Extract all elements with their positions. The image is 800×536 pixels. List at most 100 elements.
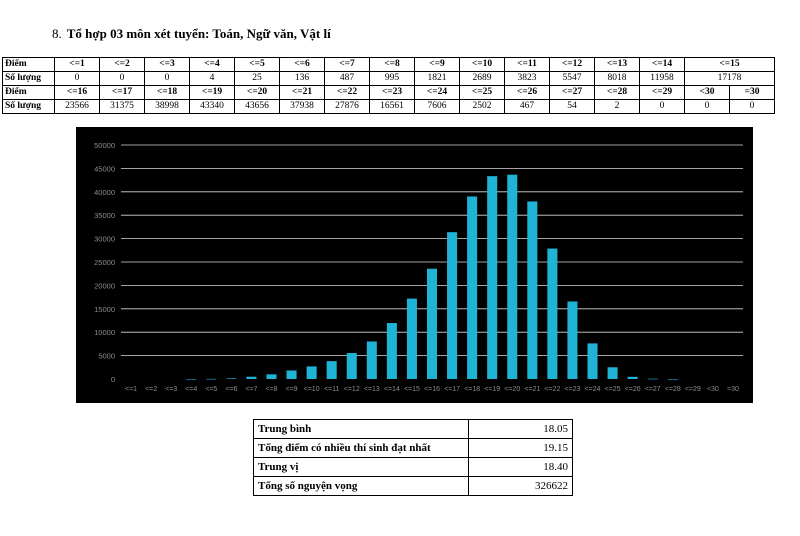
bar [426, 268, 438, 379]
score-bin-header: <=2 [99, 57, 145, 72]
y-tick-label: 45000 [94, 164, 115, 173]
bar [547, 248, 558, 379]
bar [567, 301, 578, 379]
y-tick-label: 50000 [94, 141, 115, 150]
score-bin-count: 2502 [459, 99, 505, 114]
score-header-row: Điểm <=16 <=17 <=18 <=19 <=20 <=21 <=22 <=23 <=24… [2, 85, 776, 100]
x-tick-label: <=9 [286, 386, 298, 393]
score-bin-count: 17178 [683, 71, 776, 86]
score-bin-count: 0 [639, 99, 685, 114]
score-distribution-table: Điểm <=1 <=2 <=3 <=4 <=5 <=6 <=7 <=8 <=9 <=10 <=11 <… [2, 57, 776, 114]
row-label: Số lượng [2, 99, 55, 114]
x-tick-label: <=26 [625, 386, 641, 393]
x-tick-label: <=20 [504, 386, 520, 393]
bar [607, 367, 618, 379]
score-bin-header: <=28 [594, 85, 640, 100]
bar [386, 323, 397, 379]
score-bin-count: 4 [189, 71, 235, 86]
x-tick-label: <=18 [464, 386, 480, 393]
score-bin-count: 27876 [324, 99, 370, 114]
score-bin-count: 0 [99, 71, 145, 86]
score-bin-count: 31375 [99, 99, 145, 114]
stat-label: Tổng số nguyện vọng [253, 476, 469, 496]
score-bin-header: <=18 [144, 85, 190, 100]
score-bin-count: 5547 [549, 71, 595, 86]
x-tick-label: <=13 [364, 386, 380, 393]
score-bin-count: 38998 [144, 99, 190, 114]
score-bin-header: <=27 [549, 85, 595, 100]
score-bin-header: <=26 [504, 85, 550, 100]
score-bin-header: <=1 [54, 57, 100, 72]
x-tick-label: <=8 [265, 386, 277, 393]
score-bin-count: 43340 [189, 99, 235, 114]
bar [226, 378, 237, 379]
bar [186, 378, 197, 380]
bar [206, 378, 217, 380]
y-tick-label: 25000 [94, 258, 115, 267]
score-bin-count: 25 [234, 71, 280, 86]
score-bin-header: <30 [684, 85, 730, 100]
stat-value: 18.05 [468, 419, 573, 439]
x-tick-label: <=23 [564, 386, 580, 393]
score-bin-header: <=10 [459, 57, 505, 72]
x-tick-label: <=10 [304, 386, 320, 393]
stats-row: Trung bình 18.05 [253, 419, 573, 439]
score-bin-header: <=12 [549, 57, 595, 72]
stat-value: 326622 [468, 476, 573, 496]
x-tick-label: <30 [707, 386, 719, 393]
score-bin-count: 136 [279, 71, 325, 86]
score-bin-header: <=14 [639, 57, 685, 72]
stats-row: Tổng số nguyện vọng 326622 [253, 476, 573, 496]
x-tick-label: <=16 [424, 386, 440, 393]
score-bin-header: <=7 [324, 57, 370, 72]
bar [266, 374, 277, 379]
score-bin-count: 467 [504, 99, 550, 114]
x-tick-label: <=12 [344, 386, 360, 393]
bar [406, 298, 417, 379]
score-bin-count: 2689 [459, 71, 505, 86]
bar [527, 201, 538, 379]
stat-label: Trung bình [253, 419, 469, 439]
score-header-row: Điểm <=1 <=2 <=3 <=4 <=5 <=6 <=7 <=8 <=9 <=10 <=11 <… [2, 57, 776, 72]
section-heading: 8. Tổ hợp 03 môn xét tuyển: Toán, Ngữ văn… [52, 26, 331, 42]
score-histogram-chart: 0 5000 10000 15000 20000 25000 30000 35000 40000… [76, 127, 753, 403]
score-bin-header: <=24 [414, 85, 460, 100]
x-tick-label: <=29 [685, 386, 701, 393]
score-bin-header: <=5 [234, 57, 280, 72]
score-bin-header: <=23 [369, 85, 415, 100]
stats-row: Tổng điểm có nhiều thí sinh đạt nhất 19.1… [253, 438, 573, 458]
section-number: 8. [52, 26, 62, 41]
bar [246, 376, 257, 379]
score-bin-count: 43656 [234, 99, 280, 114]
y-tick-label: 20000 [94, 281, 115, 290]
bar [286, 370, 297, 379]
row-label: Số lượng [2, 71, 55, 86]
x-tick-label: <=21 [524, 386, 540, 393]
stat-label: Trung vị [253, 457, 469, 477]
row-label: Điểm [2, 57, 55, 72]
score-bin-header: <=17 [99, 85, 145, 100]
score-bin-count: 1821 [414, 71, 460, 86]
x-tick-label: <=24 [585, 386, 601, 393]
x-tick-label: <=15 [404, 386, 420, 393]
y-tick-label: 35000 [94, 211, 115, 220]
x-tick-label: <=2 [145, 386, 157, 393]
score-bin-count: 23566 [54, 99, 100, 114]
score-bin-count: 11958 [639, 71, 685, 86]
y-tick-label: 40000 [94, 188, 115, 197]
bar [587, 343, 598, 379]
x-tick-label: <=17 [444, 386, 460, 393]
y-tick-label: 15000 [94, 305, 115, 314]
score-bin-count: 37938 [279, 99, 325, 114]
score-bin-header: =30 [728, 85, 776, 100]
x-tick-label: <=28 [665, 386, 681, 393]
score-bin-header: <=22 [324, 85, 370, 100]
x-tick-label: <=6 [225, 386, 237, 393]
score-bin-count: 8018 [594, 71, 640, 86]
score-bin-header: <=21 [279, 85, 325, 100]
stats-row: Trung vị 18.40 [253, 457, 573, 477]
x-tick-label: <=22 [544, 386, 560, 393]
score-bin-count: 3823 [504, 71, 550, 86]
x-tick-label: <=14 [384, 386, 400, 393]
score-bin-header: <=13 [594, 57, 640, 72]
